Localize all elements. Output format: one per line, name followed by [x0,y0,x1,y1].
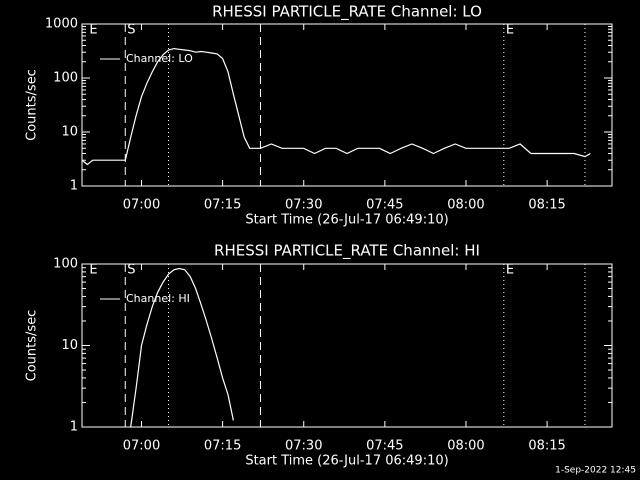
marker-label: E [506,263,514,278]
plot-frame [81,23,613,187]
y-tick-label: 100 [53,71,78,86]
legend-label: Channel: HI [126,292,190,305]
y-tick-label: 1000 [45,17,78,32]
x-tick-label: 07:30 [285,198,322,213]
x-tick-label: 08:00 [447,198,484,213]
x-axis-label: Start Time (26-Jul-17 06:49:10) [245,454,448,469]
marker-label: S [127,23,135,38]
x-tick-label: 07:15 [204,198,241,213]
series-line [82,47,591,166]
chart-title: RHESSI PARTICLE_RATE Channel: LO [212,3,482,22]
chart-title: RHESSI PARTICLE_RATE Channel: HI [214,242,480,261]
x-tick-label: 07:45 [366,198,403,213]
y-axis-label: Counts/sec [25,69,40,141]
y-tick-label: 10 [61,125,78,140]
y-tick-label: 1 [70,420,78,435]
legend-label: Channel: LO [126,52,193,65]
x-tick-label: 08:15 [528,198,565,213]
y-tick-label: 10 [61,338,78,353]
y-tick-label: 1 [70,179,78,194]
y-axis-label: Counts/sec [25,310,40,382]
x-tick-label: 08:15 [528,439,565,454]
x-tick-label: 07:30 [285,439,322,454]
footer: 1-Sep-2022 12:45 [555,466,636,476]
marker-label: E [89,263,97,278]
series-line [130,267,234,427]
x-tick-label: 08:00 [447,439,484,454]
marker-label: E [89,23,97,38]
x-tick-label: 07:00 [123,198,160,213]
marker-label: E [506,23,514,38]
x-tick-label: 07:15 [204,439,241,454]
x-tick-label: 07:45 [366,439,403,454]
marker-label: S [127,263,135,278]
x-axis-label: Start Time (26-Jul-17 06:49:10) [245,213,448,228]
y-tick-label: 100 [53,257,78,272]
x-tick-label: 07:00 [123,439,160,454]
